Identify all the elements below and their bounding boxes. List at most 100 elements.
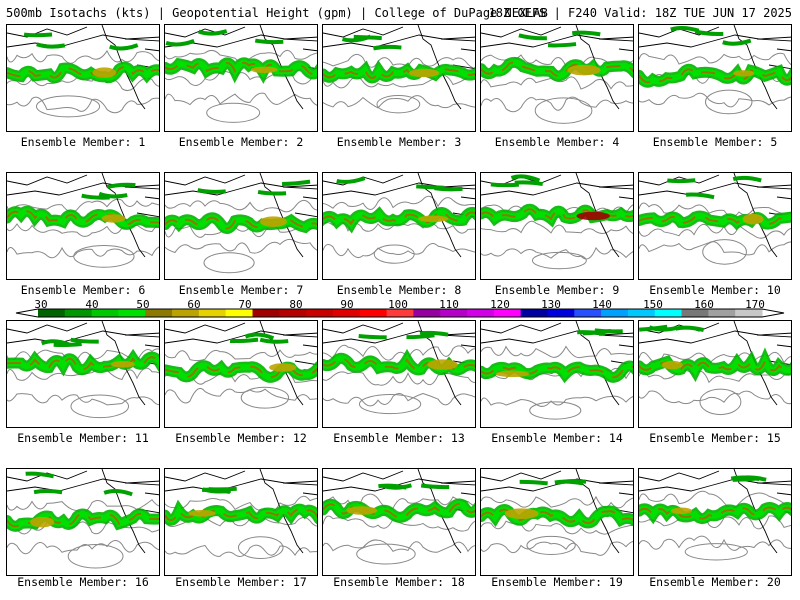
ensemble-member-label: Ensemble Member: 12 — [175, 431, 307, 445]
jet-stream-isotachs — [7, 32, 159, 84]
colorbar-segment — [279, 309, 307, 317]
coastline-borders — [639, 25, 791, 110]
colorbar-segment — [38, 309, 66, 317]
colorbar-segment — [654, 309, 683, 317]
colorbar-segment — [735, 309, 763, 317]
ensemble-map-panel — [6, 24, 160, 132]
ensemble-map-panel — [638, 24, 792, 132]
jet-stream-isotachs — [639, 175, 791, 231]
jet-stream-isotachs — [323, 483, 475, 523]
colorbar-segment — [225, 309, 254, 317]
colorbar-segment — [574, 309, 602, 317]
colorbar-tick-label: 110 — [439, 298, 459, 311]
product-title: 500mb Isotachs (kts) | Geopotential Heig… — [6, 6, 548, 20]
ensemble-member-label: Ensemble Member: 1 — [20, 135, 146, 149]
ensemble-member-label: Ensemble Member: 11 — [17, 431, 149, 445]
ensemble-member-label: Ensemble Member: 13 — [333, 431, 465, 445]
jet-stream-isotachs — [323, 34, 475, 84]
height-contours — [7, 198, 159, 268]
jet-stream-isotachs — [7, 337, 159, 377]
ensemble-member-label: Ensemble Member: 7 — [178, 283, 304, 297]
colorbar-tick-label: 70 — [238, 298, 252, 311]
colorbar-tick-label: 100 — [388, 298, 408, 311]
ensemble-member-label: Ensemble Member: 4 — [494, 135, 620, 149]
ensemble-map-panel — [322, 320, 476, 428]
colorbar-tick-label: 150 — [643, 298, 663, 311]
ensemble-member-label: Ensemble Member: 18 — [333, 575, 465, 589]
ensemble-member-label: Ensemble Member: 16 — [17, 575, 149, 589]
colorbar-segment — [627, 309, 656, 317]
ensemble-map-panel — [638, 468, 792, 576]
colorbar-tick-label: 120 — [490, 298, 510, 311]
ensemble-member-label: Ensemble Member: 6 — [20, 283, 146, 297]
height-contours — [639, 351, 791, 416]
jet-stream-isotachs — [481, 174, 633, 228]
height-contours — [481, 345, 633, 420]
ensemble-map-panel — [480, 24, 634, 132]
ensemble-map-panel — [480, 320, 634, 428]
height-contours — [639, 202, 791, 265]
colorbar-segment — [198, 309, 227, 317]
ensemble-map-panel — [322, 172, 476, 280]
jet-stream-isotachs — [639, 26, 791, 88]
jet-stream-isotachs — [7, 471, 159, 532]
colorbar-outline — [15, 308, 785, 318]
colorbar-segment — [601, 309, 629, 317]
colorbar-segment — [467, 309, 495, 317]
jet-stream-isotachs — [165, 29, 317, 84]
ensemble-map-panel — [164, 24, 318, 132]
colorbar-segment — [681, 309, 709, 317]
height-contours — [481, 495, 633, 556]
colorbar-segment — [493, 309, 522, 317]
ensemble-map-panel — [6, 320, 160, 428]
colorbar-segment — [547, 309, 575, 317]
colorbar-segment — [91, 309, 119, 317]
ensemble-map-panel — [480, 172, 634, 280]
jet-stream-isotachs — [481, 479, 633, 529]
jet-stream-isotachs — [639, 324, 791, 383]
ensemble-map-panel — [164, 468, 318, 576]
ensemble-map-panel — [322, 24, 476, 132]
run-valid-time: 18Z GEFS | F240 Valid: 18Z TUE JUN 17 20… — [488, 6, 792, 20]
colorbar-tick-label: 160 — [694, 298, 714, 311]
colorbar-segment — [118, 309, 146, 317]
ensemble-member-label: Ensemble Member: 9 — [494, 283, 620, 297]
jet-stream-isotachs — [481, 30, 633, 82]
ensemble-map-panel — [322, 468, 476, 576]
jet-stream-isotachs — [165, 332, 317, 383]
colorbar-tick-label: 40 — [85, 298, 99, 311]
colorbar-segment — [252, 309, 280, 317]
colorbar-tick-label: 60 — [187, 298, 201, 311]
ensemble-member-label: Ensemble Member: 19 — [491, 575, 623, 589]
coastline-borders — [165, 173, 317, 258]
ensemble-member-label: Ensemble Member: 14 — [491, 431, 623, 445]
height-contours — [165, 199, 317, 274]
ensemble-map-panel — [164, 320, 318, 428]
ensemble-member-label: Ensemble Member: 20 — [649, 575, 781, 589]
colorbar-segment — [64, 309, 93, 317]
ensemble-member-label: Ensemble Member: 2 — [178, 135, 304, 149]
colorbar-segment — [520, 309, 548, 317]
height-contours — [323, 195, 475, 264]
colorbar-tick-label: 30 — [34, 298, 48, 311]
colorbar-tick-label: 50 — [136, 298, 150, 311]
colorbar-segment — [145, 309, 173, 317]
colorbar-segment — [413, 309, 441, 317]
ensemble-map-panel — [638, 172, 792, 280]
ensemble-member-label: Ensemble Member: 3 — [336, 135, 462, 149]
jet-stream-isotachs — [323, 176, 475, 234]
coastline-borders — [639, 173, 791, 258]
jet-stream-isotachs — [165, 486, 317, 526]
ensemble-member-label: Ensemble Member: 17 — [175, 575, 307, 589]
colorbar-tick-label: 140 — [592, 298, 612, 311]
jet-stream-isotachs — [7, 182, 159, 230]
height-contours — [323, 53, 475, 114]
jet-stream-isotachs — [639, 475, 791, 525]
ensemble-map-panel — [480, 468, 634, 576]
colorbar-segment — [386, 309, 414, 317]
ensemble-member-label: Ensemble Member: 10 — [649, 283, 781, 297]
colorbar-tick-label: 90 — [340, 298, 354, 311]
ensemble-map-panel — [6, 172, 160, 280]
ensemble-map-panel — [638, 320, 792, 428]
